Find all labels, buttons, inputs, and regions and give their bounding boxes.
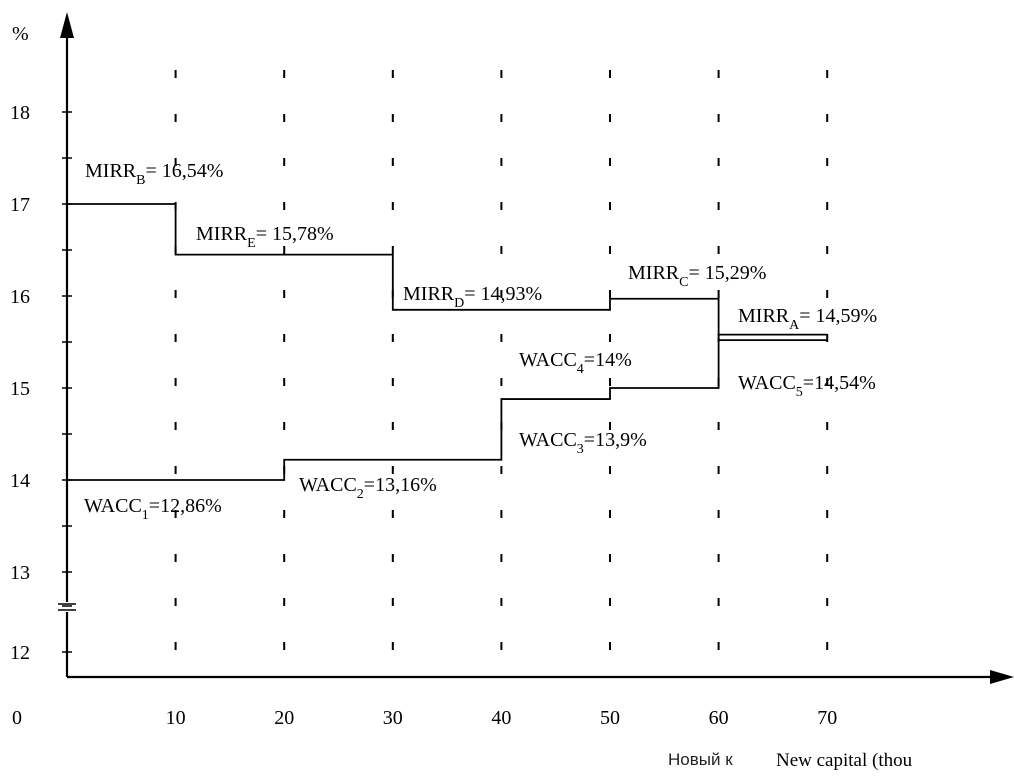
- grid-lines: [174, 70, 829, 668]
- x-axis-label-overlay-bg: [770, 742, 1014, 778]
- annotation-mirr-c: MIRRC= 15,29%: [628, 262, 766, 290]
- x-axis-arrow: [990, 670, 1014, 684]
- x-tick-label: 30: [383, 707, 403, 729]
- annotation-mirr-b: MIRRB= 16,54%: [85, 160, 223, 188]
- y-tick-label: 16: [10, 286, 30, 308]
- x-tick-label: 60: [709, 707, 729, 729]
- x-tick-label: 10: [166, 707, 186, 729]
- annotations: MIRRB= 16,54% MIRRE= 15,78% MIRRD= 14,93% M…: [84, 160, 877, 523]
- y-tick-label: 15: [10, 378, 30, 400]
- y-axis-arrow: [60, 12, 74, 38]
- annotation-wacc-5: WACC5=14,54%: [738, 372, 876, 400]
- x-axis-label: New capital (thou: [776, 750, 913, 771]
- x-axis-label-underlay: Новый к: [668, 750, 733, 769]
- annotation-wacc-4: WACC4=14%: [519, 349, 632, 377]
- series-mirr-line: [67, 203, 828, 336]
- axes: [58, 12, 1014, 684]
- x-tick-label: 70: [817, 707, 837, 729]
- annotation-mirr-d: MIRRD= 14,93%: [403, 283, 542, 311]
- y-axis-label: %: [12, 23, 29, 45]
- x-tick-label: 50: [600, 707, 620, 729]
- y-tick-label: 18: [10, 102, 30, 124]
- x-tick-label: 40: [491, 707, 511, 729]
- annotation-wacc-2: WACC2=13,16%: [299, 474, 437, 502]
- x-tick-label: 0: [12, 707, 22, 729]
- annotation-wacc-1: WACC1=12,86%: [84, 495, 222, 523]
- series-lines: [67, 203, 828, 481]
- y-tick-label: 13: [10, 562, 30, 584]
- y-tick-label: 17: [10, 194, 30, 216]
- axis-break-gap: [58, 602, 76, 612]
- series-wacc-line: [67, 339, 828, 481]
- y-ticks: 12 13 14 15 16 17 18: [10, 102, 72, 664]
- annotation-mirr-a: MIRRA= 14,59%: [738, 305, 877, 333]
- annotation-mirr-e: MIRRE= 15,78%: [196, 223, 334, 251]
- x-tick-label: 20: [274, 707, 294, 729]
- y-axis-break: [58, 602, 76, 612]
- annotation-wacc-3: WACC3=13,9%: [519, 429, 647, 457]
- y-tick-label: 12: [10, 642, 30, 664]
- y-tick-label: 14: [10, 470, 30, 492]
- x-ticks: 0 10 20 30 40 50 60 70: [12, 707, 837, 729]
